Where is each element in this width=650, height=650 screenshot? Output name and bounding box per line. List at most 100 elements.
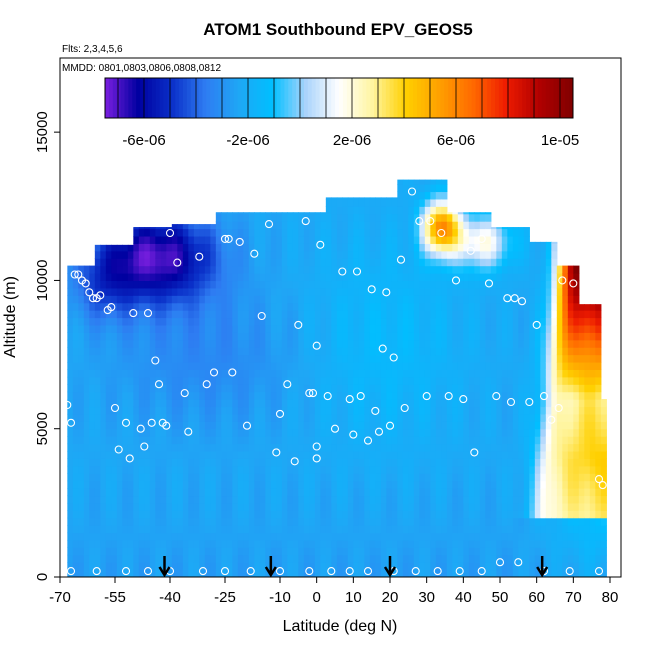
field-cell	[375, 547, 382, 556]
field-cell	[298, 547, 305, 556]
field-cell	[534, 302, 541, 311]
field-cell	[215, 258, 222, 267]
field-cell	[226, 310, 233, 319]
field-cell	[111, 450, 118, 459]
field-cell	[540, 421, 547, 430]
field-cell	[281, 473, 288, 482]
field-cell	[408, 280, 415, 289]
field-cell	[463, 317, 470, 326]
field-cell	[237, 473, 244, 482]
field-cell	[364, 480, 371, 489]
field-cell	[424, 361, 431, 370]
field-cell	[573, 488, 580, 497]
field-cell	[287, 547, 294, 556]
field-cell	[336, 213, 343, 222]
field-cell	[270, 317, 277, 326]
field-cell	[501, 280, 508, 289]
field-cell	[259, 221, 266, 230]
field-cell	[254, 310, 261, 319]
field-cell	[479, 539, 486, 548]
field-cell	[452, 465, 459, 474]
field-cell	[468, 480, 475, 489]
field-cell	[501, 287, 508, 296]
field-cell	[518, 428, 525, 437]
field-cell	[83, 495, 90, 504]
field-cell	[298, 517, 305, 526]
field-cell	[204, 532, 211, 541]
field-cell	[435, 310, 442, 319]
field-cell	[342, 569, 349, 577]
field-cell	[496, 465, 503, 474]
field-cell	[446, 436, 453, 445]
field-cell	[589, 443, 596, 452]
field-cell	[397, 339, 404, 348]
field-cell	[72, 280, 79, 289]
field-cell	[309, 384, 316, 393]
field-cell	[111, 458, 118, 467]
field-cell	[474, 488, 481, 497]
field-cell	[226, 228, 233, 237]
field-cell	[446, 376, 453, 385]
field-cell	[474, 443, 481, 452]
field-cell	[518, 273, 525, 282]
field-cell	[342, 384, 349, 393]
field-cell	[375, 376, 382, 385]
field-cell	[479, 280, 486, 289]
field-cell	[584, 510, 591, 519]
field-cell	[237, 554, 244, 563]
field-cell	[430, 213, 437, 222]
field-cell	[485, 384, 492, 393]
field-cell	[441, 184, 448, 193]
field-cell	[512, 235, 519, 244]
field-cell	[479, 443, 486, 452]
field-cell	[259, 280, 266, 289]
field-cell	[446, 473, 453, 482]
field-cell	[171, 547, 178, 556]
field-cell	[501, 399, 508, 408]
field-cell	[298, 354, 305, 363]
field-cell	[413, 391, 420, 400]
field-cell	[177, 421, 184, 430]
field-cell	[336, 406, 343, 415]
field-cell	[182, 458, 189, 467]
field-cell	[540, 265, 547, 274]
field-cell	[182, 243, 189, 252]
field-cell	[243, 539, 250, 548]
field-cell	[243, 554, 250, 563]
field-cell	[270, 369, 277, 378]
field-cell	[254, 339, 261, 348]
field-cell	[160, 302, 167, 311]
field-cell	[540, 324, 547, 333]
field-cell	[529, 339, 536, 348]
colorbar-swatch	[300, 78, 305, 118]
field-cell	[523, 517, 530, 526]
field-cell	[479, 213, 486, 222]
field-cell	[380, 539, 387, 548]
field-cell	[584, 554, 591, 563]
field-cell	[479, 317, 486, 326]
field-cell	[199, 510, 206, 519]
field-cell	[474, 273, 481, 282]
field-cell	[336, 399, 343, 408]
field-cell	[336, 332, 343, 341]
field-cell	[160, 399, 167, 408]
field-cell	[364, 317, 371, 326]
field-cell	[364, 280, 371, 289]
field-cell	[122, 265, 129, 274]
field-cell	[369, 197, 376, 200]
field-cell	[567, 495, 574, 504]
field-cell	[287, 413, 294, 422]
field-cell	[254, 361, 261, 370]
field-cell	[292, 562, 299, 571]
obs-point	[547, 415, 556, 424]
field-cell	[457, 413, 464, 422]
field-cell	[468, 562, 475, 571]
field-cell	[545, 369, 552, 378]
field-cell	[166, 488, 173, 497]
field-cell	[254, 539, 261, 548]
field-cell	[237, 539, 244, 548]
field-cell	[292, 324, 299, 333]
obs-point	[209, 368, 219, 377]
field-cell	[166, 265, 173, 274]
field-cell	[199, 317, 206, 326]
